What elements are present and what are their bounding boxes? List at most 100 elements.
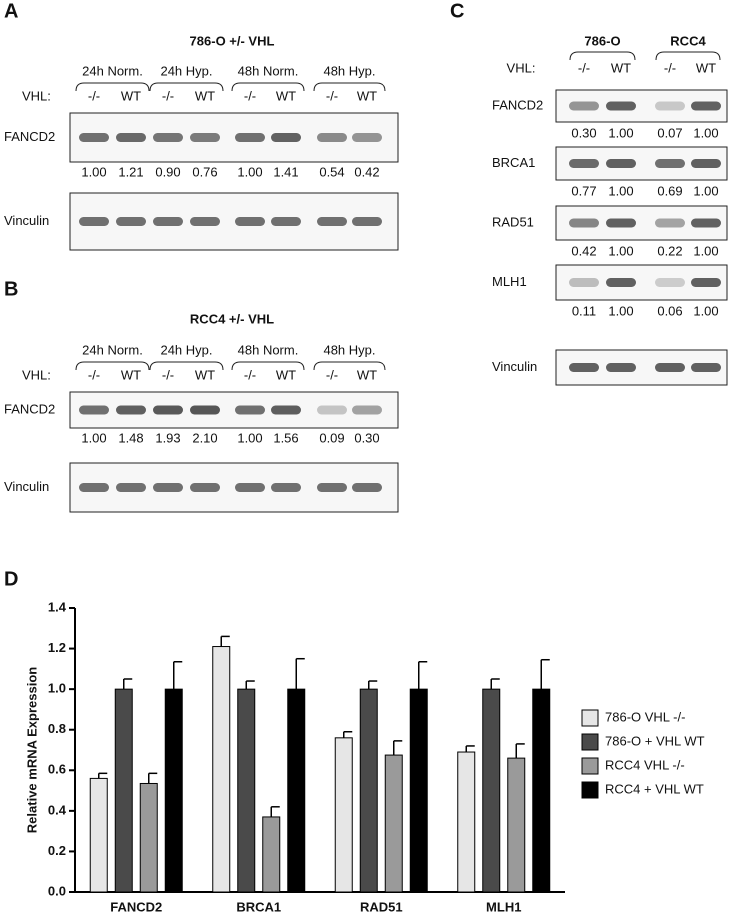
- bar: [114, 688, 133, 893]
- y-tick-label: 0.0: [48, 883, 66, 898]
- lane-label: -/-: [664, 60, 676, 75]
- band: [317, 217, 347, 226]
- vhl-label: VHL:: [507, 60, 536, 75]
- lane-label: WT: [276, 367, 296, 382]
- band: [153, 133, 183, 142]
- x-tick-label: MLH1: [486, 899, 521, 914]
- x-tick-label: RAD51: [360, 899, 403, 914]
- bar: [139, 782, 158, 893]
- lane-label: WT: [696, 60, 716, 75]
- quant: 1.21: [118, 164, 143, 179]
- y-tick-label: 0.4: [48, 802, 67, 817]
- lane-label: WT: [121, 88, 141, 103]
- band: [352, 405, 382, 415]
- blot-label: Vinculin: [4, 479, 49, 494]
- band: [235, 133, 265, 142]
- lane-label: WT: [195, 367, 215, 382]
- quant: 0.42: [354, 164, 379, 179]
- legend-swatch: [581, 757, 599, 775]
- quant: 1.00: [608, 183, 633, 198]
- quant: 0.42: [571, 243, 596, 258]
- y-axis-label: Relative mRNA Expression: [24, 667, 39, 833]
- y-tick-label: 1.0: [48, 681, 66, 696]
- quant: 0.77: [571, 183, 596, 198]
- band: [655, 218, 685, 228]
- vhl-label: VHL:: [22, 367, 51, 382]
- band: [153, 405, 183, 415]
- quant: 1.48: [118, 430, 143, 445]
- bar: [212, 646, 231, 893]
- quant: 1.00: [693, 125, 718, 140]
- band: [352, 133, 382, 142]
- panel-letter: C: [450, 0, 464, 22]
- blot-label: Vinculin: [492, 359, 537, 374]
- band: [153, 483, 183, 492]
- bar: [359, 688, 378, 893]
- quant: 0.90: [155, 164, 180, 179]
- panel-title: 786-O +/- VHL: [190, 33, 275, 48]
- bar: [287, 688, 306, 893]
- band: [79, 217, 109, 226]
- quant: 2.10: [192, 430, 217, 445]
- band: [235, 483, 265, 492]
- band: [235, 405, 265, 415]
- y-tick-label: 0.8: [48, 721, 66, 736]
- bracket: [149, 82, 224, 92]
- band: [116, 483, 146, 492]
- legend-label: RCC4 VHL -/-: [605, 757, 685, 772]
- quant: 0.54: [319, 164, 344, 179]
- bracket: [231, 82, 305, 92]
- bar: [482, 688, 501, 893]
- blot: [555, 89, 728, 123]
- bracket: [313, 82, 386, 92]
- group-label: 48h Norm.: [238, 342, 299, 357]
- quant: 1.00: [81, 164, 106, 179]
- group-label: 24h Norm.: [82, 63, 143, 78]
- band: [352, 217, 382, 226]
- bar: [457, 751, 476, 893]
- lane-label: WT: [357, 88, 377, 103]
- band: [606, 363, 636, 372]
- group-label: 48h Hyp.: [323, 63, 375, 78]
- band: [569, 218, 599, 228]
- band: [190, 405, 220, 415]
- band: [79, 133, 109, 142]
- panel-letter: A: [4, 0, 18, 22]
- quant: 1.00: [693, 303, 718, 318]
- band: [153, 217, 183, 226]
- band: [317, 133, 347, 142]
- legend-label: RCC4 + VHL WT: [605, 781, 704, 796]
- blot-label: FANCD2: [492, 97, 543, 112]
- band: [190, 217, 220, 226]
- band: [79, 405, 109, 415]
- band: [606, 218, 636, 228]
- band: [655, 278, 685, 287]
- lane-label: WT: [195, 88, 215, 103]
- bracket: [75, 361, 150, 371]
- lane-label: -/-: [326, 88, 338, 103]
- quant: 0.30: [571, 125, 596, 140]
- bracket: [569, 51, 636, 61]
- quant: 1.00: [81, 430, 106, 445]
- band: [116, 133, 146, 142]
- quant: 1.00: [237, 164, 262, 179]
- band: [569, 363, 599, 372]
- lane-label: WT: [611, 60, 631, 75]
- y-tick-label: 0.2: [48, 843, 66, 858]
- band: [655, 363, 685, 372]
- band: [569, 159, 599, 168]
- quant: 0.30: [354, 430, 379, 445]
- band: [655, 159, 685, 168]
- quant: 1.41: [273, 164, 298, 179]
- quant: 0.11: [572, 303, 596, 318]
- bar: [89, 777, 108, 893]
- band: [116, 405, 146, 415]
- band: [317, 483, 347, 492]
- group-label: 24h Norm.: [82, 342, 143, 357]
- bar: [409, 688, 428, 893]
- band: [606, 278, 636, 287]
- bracket: [75, 82, 150, 92]
- lane-label: -/-: [578, 60, 590, 75]
- group-label: 786-O: [584, 33, 620, 48]
- blot: [69, 391, 399, 429]
